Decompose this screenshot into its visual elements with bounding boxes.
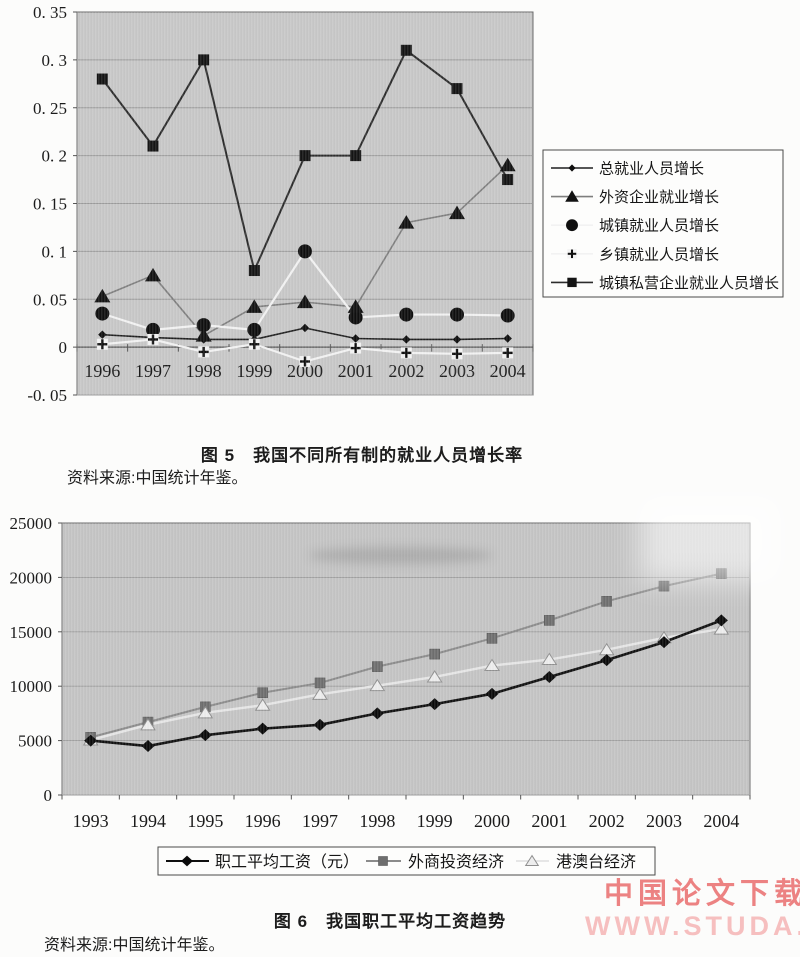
figure6-chart-y-tick-label: 15000 [10,623,53,642]
figure5-chart-series-markers-1 [94,157,516,342]
figure6-chart-x-tick-label: 1999 [417,811,453,831]
figure6-chart-y-tick-label: 5000 [18,732,52,751]
figure6-chart-legend-label-0: 职工平均工资（元） [215,853,359,871]
figure6-chart-x-tick-label: 1998 [359,811,395,831]
figure5-chart-x-tick-label: 2003 [439,361,475,381]
figure5-chart: 0. 35 0. 3 0. 25 0. 2 0. 15 0. 1 0. 05 0 -0. 05 1… [27,3,784,405]
figure6-chart-series-line-0 [89,619,723,748]
figure5-source: 资料来源:中国统计年鉴。 [67,470,248,487]
figure5-chart-x-tick-label: 1997 [135,361,171,381]
figure6-chart-legend-label-2: 港澳台经济 [556,853,636,871]
figure5-chart-series-markers-3 [96,333,514,367]
figure5-chart-legend-label-2: 城镇就业人员增长 [599,218,719,235]
figure5-chart-x-tick-label: 1998 [186,361,222,381]
figure5-chart-y-tick-label: 0. 35 [33,3,67,22]
figure6-chart: 25000 20000 15000 10000 5000 0 1993 1994 1995 199… [10,514,751,876]
figure5-chart-x-tick-label: 2000 [287,361,323,381]
figure6-chart-x-tick-label: 2001 [531,811,567,831]
figure6-chart-x-tick-label: 2000 [474,811,510,831]
figure5-chart-x-tick-label: 2002 [388,361,424,381]
figure5-chart-y-tick-label: 0. 05 [33,290,67,309]
figure5-chart-legend-label-0: 总就业人员增长 [599,161,704,178]
figure6-chart-x-tick-label: 1996 [245,811,281,831]
figure6-chart-x-tick-label: 1994 [130,811,166,831]
figure5-caption: 图 5 我国不同所有制的就业人员增长率 [200,446,524,465]
figure5-chart-legend-label-1: 外资企业就业增长 [599,188,719,206]
figure5-chart-legend-label-3: 乡镇就业人员增长 [599,246,719,263]
figure6-chart-x-tick-label: 1993 [73,811,109,831]
figure5-chart-y-tick-label: 0. 15 [33,195,67,214]
figure5-chart-x-tick-label: 2001 [338,361,374,381]
figure6-chart-y-tick-label: 20000 [10,568,53,587]
figure6-chart-y-tick-label: 0 [44,786,53,805]
figure6-chart-x-tick-label: 2003 [646,811,682,831]
figure5-chart-legend-label-4: 城镇私营企业就业人员增长 [599,274,779,292]
figure6-source: 资料来源:中国统计年鉴。 [44,937,225,954]
figure5-chart-series-markers-2 [95,244,515,337]
figure5-chart-x-tick-label: 1996 [84,361,120,381]
figure5-chart-y-tick-label: 0. 25 [33,99,67,118]
figure5-chart-legend: 总就业人员增长外资企业就业增长城镇就业人员增长乡镇就业人员增长城镇私营企业就业人… [542,149,784,298]
figure6-chart-legend-label-1: 外商投资经济 [408,853,504,871]
figure6-chart-plot-area [61,522,751,796]
figure5-chart-x-tick-label: 1999 [236,361,272,381]
figure6-chart-series-markers-0 [84,614,728,753]
figure6-chart-y-tick-label: 10000 [10,677,53,696]
figure6-chart-legend: 职工平均工资（元） 外商投资经济 港澳台经济 [157,846,656,876]
figure6-chart-x-tick-label: 2004 [703,811,739,831]
figure5-chart-x-tick-label: 2004 [490,361,526,381]
figure6-chart-x-tick-label: 2002 [589,811,625,831]
figure6-chart-series-line-2 [89,627,723,742]
figure5-chart-y-tick-label: -0. 05 [27,386,67,405]
figure6-chart-y-tick-label: 25000 [10,514,53,533]
figure6-chart-x-tick-label: 1995 [187,811,223,831]
figure5-chart-y-tick-label: 0 [59,338,68,357]
figure5-chart-y-tick-label: 0. 3 [42,51,68,70]
figure6-chart-x-tick-label: 1997 [302,811,338,831]
figure5-chart-series-markers-4 [96,44,514,277]
figure6-chart-series-line-1 [89,572,723,739]
figure6-caption: 图 6 我国职工平均工资趋势 [273,912,507,931]
figure5-chart-y-tick-label: 0. 2 [42,147,68,166]
figure5-chart-y-tick-label: 0. 1 [42,242,68,261]
